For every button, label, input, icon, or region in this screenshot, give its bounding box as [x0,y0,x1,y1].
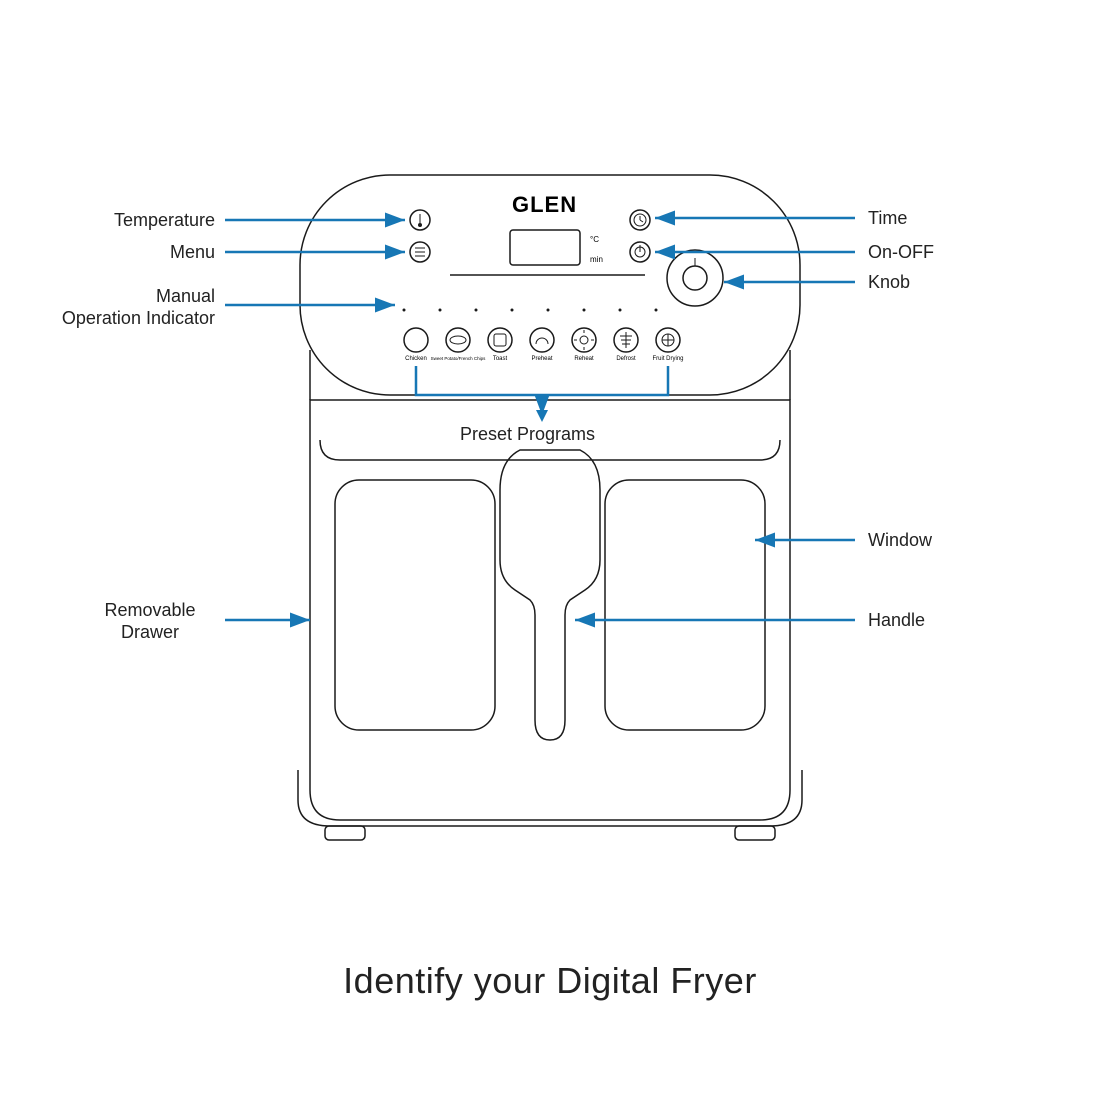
label-time: Time [868,208,907,230]
svg-text:Reheat: Reheat [574,356,594,362]
svg-text:Fruit Drying: Fruit Drying [652,356,683,362]
page-title: Identify your Digital Fryer [0,960,1100,1002]
indicator-dots [403,309,658,312]
unit-min: min [590,255,603,264]
brand-label: GLEN [512,192,577,218]
label-drawer: RemovableDrawer [85,600,215,643]
fryer-outline [298,175,802,840]
svg-text:Chicken: Chicken [405,356,427,362]
svg-text:Defrost: Defrost [616,356,636,362]
preset-labels: Chicken Sweet Potato/French Chips Toast … [405,356,683,362]
label-temperature: Temperature [100,210,215,232]
callout-arrows [225,218,855,620]
diagram-canvas: Chicken Sweet Potato/French Chips Toast … [0,0,1100,1100]
preset-icons [404,328,680,352]
label-manual: ManualOperation Indicator [40,286,215,329]
svg-text:Sweet Potato/French Chips: Sweet Potato/French Chips [431,356,487,361]
svg-text:Toast: Toast [493,356,508,362]
label-handle: Handle [868,610,925,632]
label-window: Window [868,530,932,552]
label-menu: Menu [100,242,215,264]
unit-c: °C [590,235,599,244]
label-knob: Knob [868,272,910,294]
label-preset: Preset Programs [460,424,595,446]
label-onoff: On-OFF [868,242,934,264]
svg-text:Preheat: Preheat [531,356,552,362]
